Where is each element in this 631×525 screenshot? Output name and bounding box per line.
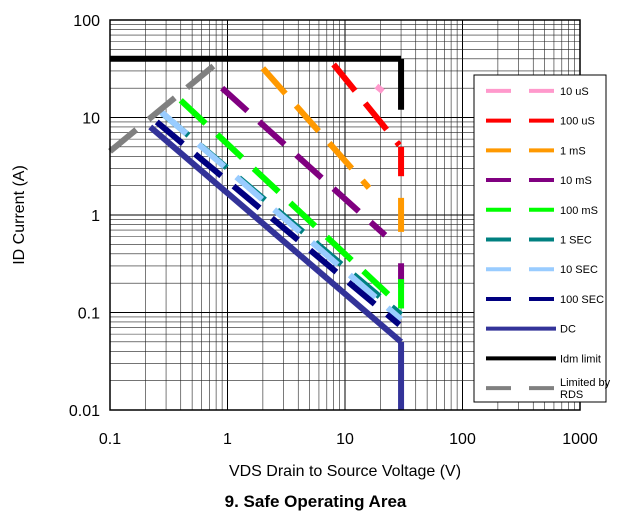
legend-label: 1 mS <box>560 145 586 157</box>
legend-item: 10 SEC <box>486 264 598 276</box>
series-100-us <box>331 62 405 177</box>
x-tick-label: 1000 <box>562 431 598 448</box>
legend-item: Idm limit <box>486 353 601 365</box>
legend-label: Limited by RDS <box>560 377 611 401</box>
series-line <box>260 66 372 190</box>
y-tick-label: 10 <box>82 111 100 128</box>
legend-item: 1 mS <box>486 145 586 157</box>
legend-item: 100 SEC <box>486 294 604 306</box>
legend-label: 100 uS <box>560 116 595 128</box>
series-100-ms <box>178 98 405 309</box>
series-1-ms <box>260 66 405 245</box>
series-10-sec <box>158 109 404 322</box>
legend-item: 10 uS <box>486 86 589 98</box>
figure-caption: 9. Safe Operating Area <box>224 492 407 511</box>
x-tick-label: 10 <box>336 431 354 448</box>
legend-label: 10 uS <box>560 86 589 98</box>
series-100-sec <box>154 119 402 327</box>
legend-label: Idm limit <box>560 353 601 365</box>
chart-svg: 0.1 1 10 100 1000 0.01 0.1 1 10 100 10 uS 100 uS 1 … <box>11 13 611 480</box>
legend-label: 10 SEC <box>560 264 598 276</box>
series-limited-by-rds <box>108 56 225 154</box>
x-tick-label: 1 <box>223 431 232 448</box>
series-dc <box>148 124 405 410</box>
series-idm-limit <box>110 55 405 110</box>
legend-item: 10 mS <box>486 175 592 187</box>
series-line <box>148 124 404 345</box>
legend-item: 100 uS <box>486 116 595 128</box>
y-axis-label: ID Current (A) <box>11 165 28 265</box>
legend-label: 100 SEC <box>560 294 604 306</box>
series-lines <box>108 55 405 410</box>
legend-item: 1 SEC <box>486 235 592 247</box>
series-line <box>331 62 402 148</box>
legend-label: DC <box>560 324 576 336</box>
legend-item: 100 mS <box>486 205 598 217</box>
legend-label: 100 mS <box>560 205 598 217</box>
series-line <box>220 85 388 238</box>
series-line <box>158 109 404 322</box>
x-tick-label: 0.1 <box>99 431 121 448</box>
legend-item: Limited by RDS <box>486 377 611 401</box>
series-line <box>374 83 385 94</box>
legend-label: 10 mS <box>560 175 592 187</box>
series-line <box>154 119 402 327</box>
series-line <box>108 56 225 154</box>
y-tick-label: 0.1 <box>78 306 100 323</box>
y-tick-label: 0.01 <box>69 403 100 420</box>
series-line <box>178 98 402 307</box>
x-axis-label: VDS Drain to Source Voltage (V) <box>229 463 461 480</box>
y-tick-label: 100 <box>73 13 100 30</box>
tick-labels: 0.1 1 10 100 1000 0.01 0.1 1 10 100 <box>69 13 598 448</box>
x-tick-label: 100 <box>449 431 476 448</box>
legend: 10 uS 100 uS 1 mS 10 mS 100 mS 1 SEC 10 SEC 100… <box>473 74 611 403</box>
y-tick-label: 1 <box>91 208 100 225</box>
legend-label: 1 SEC <box>560 235 592 247</box>
legend-item: DC <box>486 324 576 336</box>
